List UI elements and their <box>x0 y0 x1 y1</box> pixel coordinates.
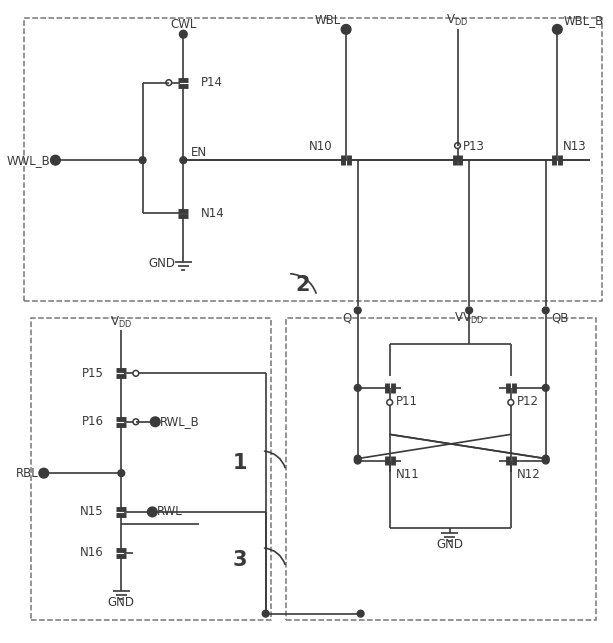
Circle shape <box>262 610 269 617</box>
Circle shape <box>180 30 187 38</box>
Text: GND: GND <box>148 257 175 270</box>
Circle shape <box>150 417 160 427</box>
Circle shape <box>341 24 351 34</box>
Text: GND: GND <box>436 538 463 551</box>
Text: N10: N10 <box>309 140 332 153</box>
Circle shape <box>354 307 361 314</box>
Text: P13: P13 <box>463 140 485 153</box>
Text: WWL_B: WWL_B <box>7 154 50 167</box>
Text: P16: P16 <box>82 415 104 428</box>
Text: Q: Q <box>343 312 352 325</box>
Text: N15: N15 <box>80 505 104 518</box>
Text: $\mathregular{VV_{DD}}$: $\mathregular{VV_{DD}}$ <box>454 311 484 325</box>
Text: QB: QB <box>552 312 569 325</box>
Text: N14: N14 <box>200 207 224 220</box>
Circle shape <box>354 385 361 391</box>
Text: P12: P12 <box>517 395 539 408</box>
Bar <box>25 18 602 301</box>
Bar <box>31 318 272 620</box>
Text: P11: P11 <box>395 395 417 408</box>
Bar <box>286 318 596 620</box>
Text: P15: P15 <box>82 367 104 380</box>
Circle shape <box>543 385 549 391</box>
FancyArrowPatch shape <box>265 548 285 565</box>
Circle shape <box>543 455 549 462</box>
Text: CWL: CWL <box>170 18 197 31</box>
Circle shape <box>180 157 187 163</box>
Circle shape <box>148 507 157 517</box>
Circle shape <box>50 156 60 165</box>
Text: N16: N16 <box>80 546 104 559</box>
Text: 3: 3 <box>232 550 247 570</box>
Text: N12: N12 <box>517 467 541 480</box>
Text: P14: P14 <box>200 76 223 89</box>
Text: RWL: RWL <box>157 505 183 518</box>
Circle shape <box>466 307 473 314</box>
Circle shape <box>354 457 361 464</box>
Circle shape <box>552 24 562 34</box>
Circle shape <box>357 610 364 617</box>
Circle shape <box>543 457 549 464</box>
Text: N11: N11 <box>395 467 419 480</box>
FancyArrowPatch shape <box>291 274 316 293</box>
Text: GND: GND <box>108 597 135 610</box>
Text: RBL: RBL <box>16 467 39 480</box>
Circle shape <box>543 307 549 314</box>
Text: $\mathregular{V_{DD}}$: $\mathregular{V_{DD}}$ <box>110 314 132 329</box>
Text: $\mathregular{V_{DD}}$: $\mathregular{V_{DD}}$ <box>446 13 469 28</box>
FancyArrowPatch shape <box>265 451 285 467</box>
Text: EN: EN <box>191 146 207 159</box>
Circle shape <box>39 468 48 478</box>
Text: RWL_B: RWL_B <box>160 415 200 428</box>
Circle shape <box>354 455 361 462</box>
Circle shape <box>139 157 146 163</box>
Text: N13: N13 <box>563 140 587 153</box>
Circle shape <box>118 470 124 476</box>
Text: WBL_B: WBL_B <box>563 14 603 27</box>
Text: 2: 2 <box>295 275 310 295</box>
Text: WBL: WBL <box>315 14 341 27</box>
Text: 1: 1 <box>232 453 247 473</box>
